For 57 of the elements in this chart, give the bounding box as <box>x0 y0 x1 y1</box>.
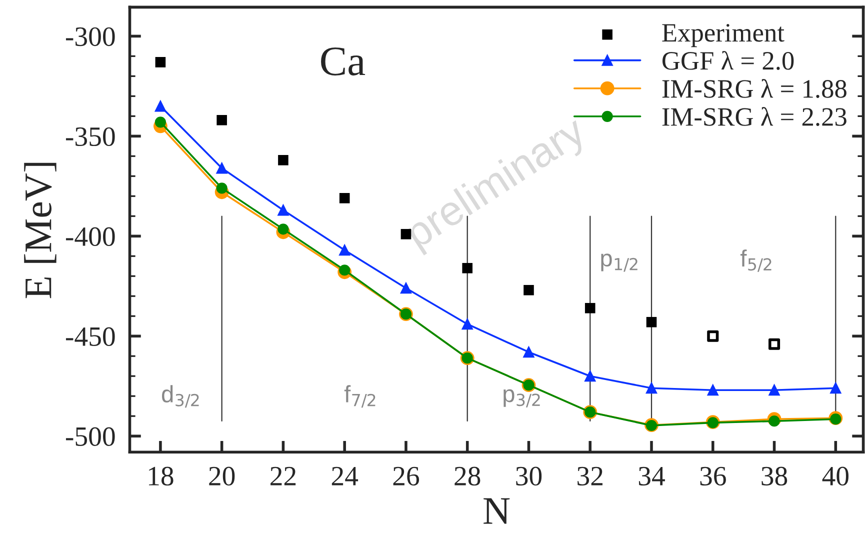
y-axis-title: E [MeV] <box>24 162 56 298</box>
y-tick-label: -350 <box>66 127 115 146</box>
legend-label: IM-SRG λ = 2.23 <box>662 107 846 126</box>
annotation: d$_{3/2}$ <box>162 385 199 408</box>
x-tick-label: 20 <box>209 466 235 486</box>
point <box>830 414 842 425</box>
y-tick-label: -400 <box>66 227 115 246</box>
point <box>830 382 842 394</box>
point <box>155 57 166 68</box>
y-tick-label: -450 <box>66 327 115 346</box>
point <box>768 338 780 350</box>
point <box>216 115 227 126</box>
point <box>216 162 228 174</box>
x-tick-label: 32 <box>578 466 602 486</box>
x-tick-label: 36 <box>700 466 726 486</box>
point <box>584 302 596 314</box>
point <box>707 330 719 342</box>
point <box>584 370 596 382</box>
y-tick-label: -300 <box>66 27 115 46</box>
annotation: f$_{7/2}$ <box>344 385 376 408</box>
point <box>278 154 288 166</box>
point <box>646 316 657 328</box>
x-tick-label: 40 <box>822 466 848 486</box>
point <box>462 318 473 330</box>
x-tick-label: 28 <box>454 466 480 486</box>
point <box>278 224 289 235</box>
x-tick-label: 34 <box>638 466 665 486</box>
x-axis-title: N <box>484 498 510 524</box>
point <box>154 116 166 128</box>
point <box>154 100 166 112</box>
point <box>400 282 412 294</box>
x-tick-label: 22 <box>270 466 296 486</box>
point <box>707 384 718 396</box>
point <box>768 416 780 427</box>
y-tick-label: -500 <box>66 427 115 446</box>
x-tick-label: 38 <box>762 466 788 486</box>
point <box>339 192 350 204</box>
legend-label: IM-SRG λ = 1.88 <box>662 79 846 98</box>
annotation: f$_{5/2}$ <box>740 249 772 272</box>
x-tick-label: 30 <box>516 466 542 486</box>
point <box>646 382 658 394</box>
point <box>523 346 534 358</box>
annotation: p$_{3/2}$ <box>504 389 540 408</box>
point <box>216 182 228 194</box>
point <box>768 384 780 396</box>
x-tick-label: 18 <box>148 466 174 486</box>
point <box>339 244 350 256</box>
point <box>462 262 473 274</box>
point <box>524 284 534 296</box>
x-tick-label: 24 <box>332 466 358 486</box>
point <box>278 204 289 216</box>
legend-label: Experiment <box>662 24 784 48</box>
legend-label: GGF λ = 2.0 <box>662 50 794 70</box>
annotation: p$_{1/2}$ <box>601 254 638 272</box>
text: Ca <box>321 47 366 76</box>
point <box>339 264 350 276</box>
x-tick-label: 26 <box>393 466 420 486</box>
